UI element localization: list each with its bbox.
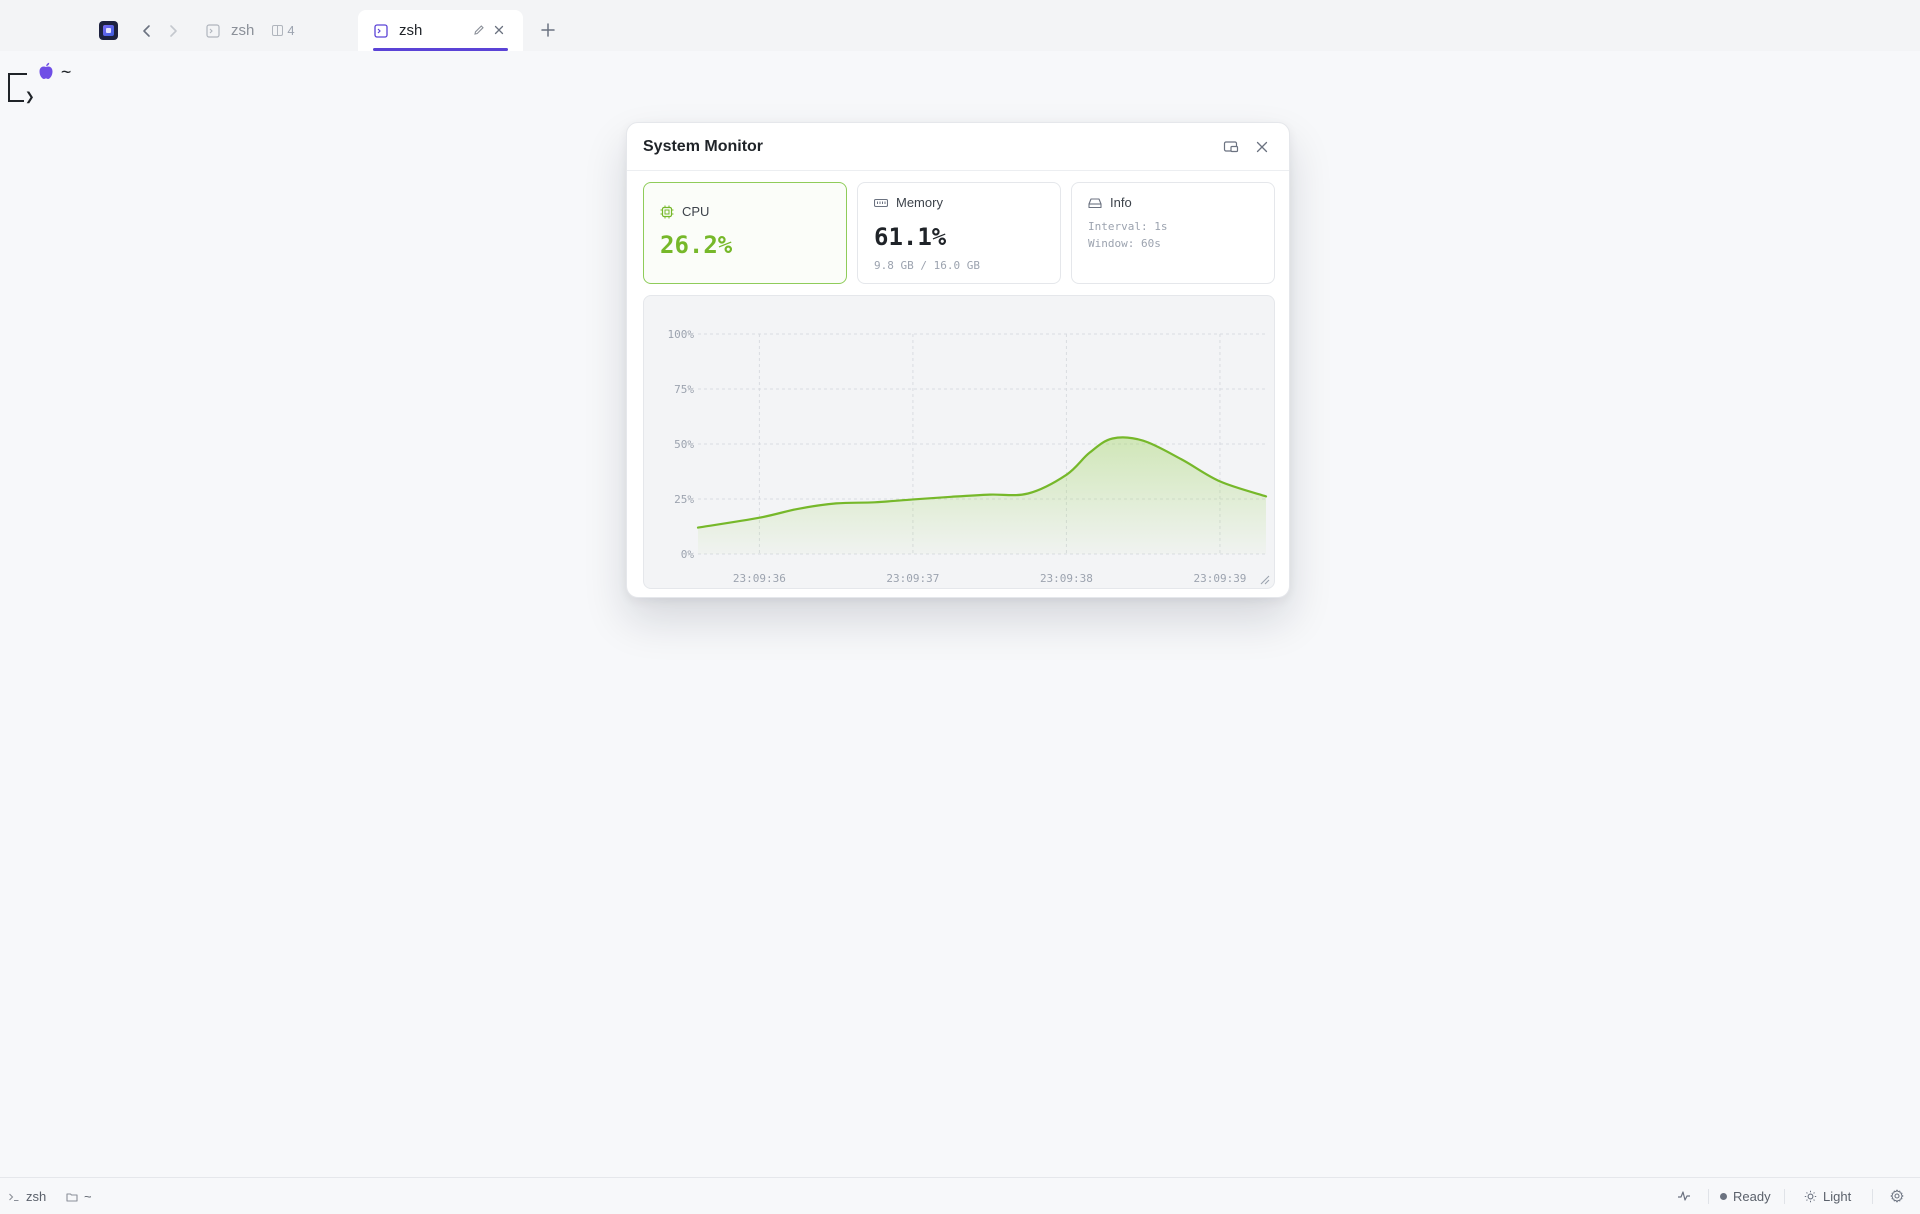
system-monitor-window[interactable]: System Monitor CPU 26.2% Memory 61.1% 9.… bbox=[626, 122, 1290, 598]
split-pane-icon bbox=[272, 25, 284, 36]
rename-pencil-icon[interactable] bbox=[473, 24, 485, 36]
info-window: Window: 60s bbox=[1088, 237, 1161, 250]
memory-label: Memory bbox=[896, 195, 943, 210]
back-arrow-icon[interactable] bbox=[140, 22, 154, 40]
terminal-prompt-icon bbox=[9, 1193, 19, 1201]
theme-toggle[interactable]: Light bbox=[1804, 1189, 1851, 1204]
tab-zsh-inactive[interactable]: zsh 4 bbox=[196, 10, 346, 51]
pane-count: 4 bbox=[287, 23, 295, 38]
sun-icon bbox=[1804, 1190, 1817, 1203]
cpu-card-label: CPU bbox=[660, 204, 709, 219]
settings-gear-icon[interactable] bbox=[1890, 1189, 1904, 1203]
tab-label: zsh bbox=[399, 22, 423, 39]
monitor-header[interactable]: System Monitor bbox=[627, 123, 1289, 171]
y-tick-label: 25% bbox=[674, 493, 694, 506]
status-bar: zsh ~ Ready Light bbox=[0, 1177, 1920, 1214]
status-shell-label: zsh bbox=[26, 1189, 47, 1204]
status-divider bbox=[1784, 1189, 1785, 1204]
info-card-label: Info bbox=[1088, 195, 1132, 210]
x-tick-label: 23:09:39 bbox=[1193, 572, 1246, 585]
activity-pulse-icon[interactable] bbox=[1677, 1189, 1691, 1203]
prompt-cwd: ~ bbox=[61, 62, 72, 82]
close-window-icon[interactable] bbox=[1253, 138, 1271, 156]
cpu-value: 26.2% bbox=[660, 231, 733, 259]
apple-logo-icon bbox=[38, 62, 54, 80]
forward-arrow-icon[interactable] bbox=[166, 22, 180, 40]
picture-in-picture-icon[interactable] bbox=[1222, 138, 1240, 156]
info-label: Info bbox=[1110, 195, 1132, 210]
cpu-label: CPU bbox=[682, 204, 710, 219]
cpu-history-chart-panel: 0% 25% 50% 75% 100% 23:09:36 23:09:37 23:09:38 2… bbox=[643, 295, 1275, 589]
tab-zsh-active[interactable]: zsh bbox=[358, 10, 523, 51]
app-logo-icon[interactable] bbox=[99, 21, 118, 40]
close-tab-icon[interactable] bbox=[493, 24, 505, 36]
pane-count-badge: 4 bbox=[272, 23, 295, 38]
status-ready-label: Ready bbox=[1733, 1189, 1771, 1204]
y-tick-label: 100% bbox=[668, 328, 695, 341]
monitor-title: System Monitor bbox=[643, 138, 764, 155]
y-tick-label: 50% bbox=[674, 438, 694, 451]
prompt-caret: ❯ bbox=[25, 87, 35, 106]
terminal-icon bbox=[206, 23, 220, 38]
memory-card-label: Memory bbox=[874, 195, 943, 210]
new-tab-plus-icon[interactable] bbox=[538, 20, 558, 40]
status-cwd[interactable]: ~ bbox=[66, 1189, 92, 1204]
y-tick-label: 0% bbox=[681, 548, 695, 561]
x-tick-label: 23:09:38 bbox=[1040, 572, 1093, 585]
info-card[interactable]: Info Interval: 1s Window: 60s bbox=[1071, 182, 1275, 284]
cpu-chip-icon bbox=[660, 205, 674, 218]
terminal-pane[interactable]: ~ ❯ System Monitor CPU 26.2% Memory bbox=[0, 51, 1920, 1177]
hard-drive-icon bbox=[1088, 197, 1102, 208]
status-shell[interactable]: zsh bbox=[8, 1189, 46, 1204]
status-dot bbox=[1720, 1193, 1727, 1200]
memory-value: 61.1% bbox=[874, 223, 947, 251]
y-tick-label: 75% bbox=[674, 383, 694, 396]
prompt-corner-glyph bbox=[6, 71, 30, 108]
status-divider bbox=[1872, 1189, 1873, 1204]
info-interval: Interval: 1s bbox=[1088, 220, 1168, 233]
memory-detail: 9.8 GB / 16.0 GB bbox=[874, 259, 980, 272]
cpu-history-chart: 0% 25% 50% 75% 100% 23:09:36 23:09:37 23:09:38 2… bbox=[668, 328, 1268, 585]
memory-card[interactable]: Memory 61.1% 9.8 GB / 16.0 GB bbox=[857, 182, 1061, 284]
cpu-card[interactable]: CPU 26.2% bbox=[643, 182, 847, 284]
active-tab-indicator bbox=[373, 48, 508, 51]
cpu-series-line bbox=[696, 436, 1268, 529]
tab-bar: zsh 4 zsh bbox=[0, 0, 1920, 51]
status-divider bbox=[1708, 1189, 1709, 1204]
memory-stick-icon bbox=[874, 198, 888, 207]
folder-icon bbox=[66, 1192, 78, 1202]
status-cwd-label: ~ bbox=[84, 1189, 92, 1204]
theme-label: Light bbox=[1823, 1189, 1852, 1204]
tab-label: zsh bbox=[231, 22, 255, 39]
x-tick-label: 23:09:36 bbox=[733, 572, 786, 585]
x-tick-label: 23:09:37 bbox=[886, 572, 939, 585]
resize-grip-icon[interactable] bbox=[1258, 572, 1270, 585]
terminal-icon bbox=[374, 23, 388, 38]
status-ready: Ready bbox=[1720, 1189, 1771, 1204]
